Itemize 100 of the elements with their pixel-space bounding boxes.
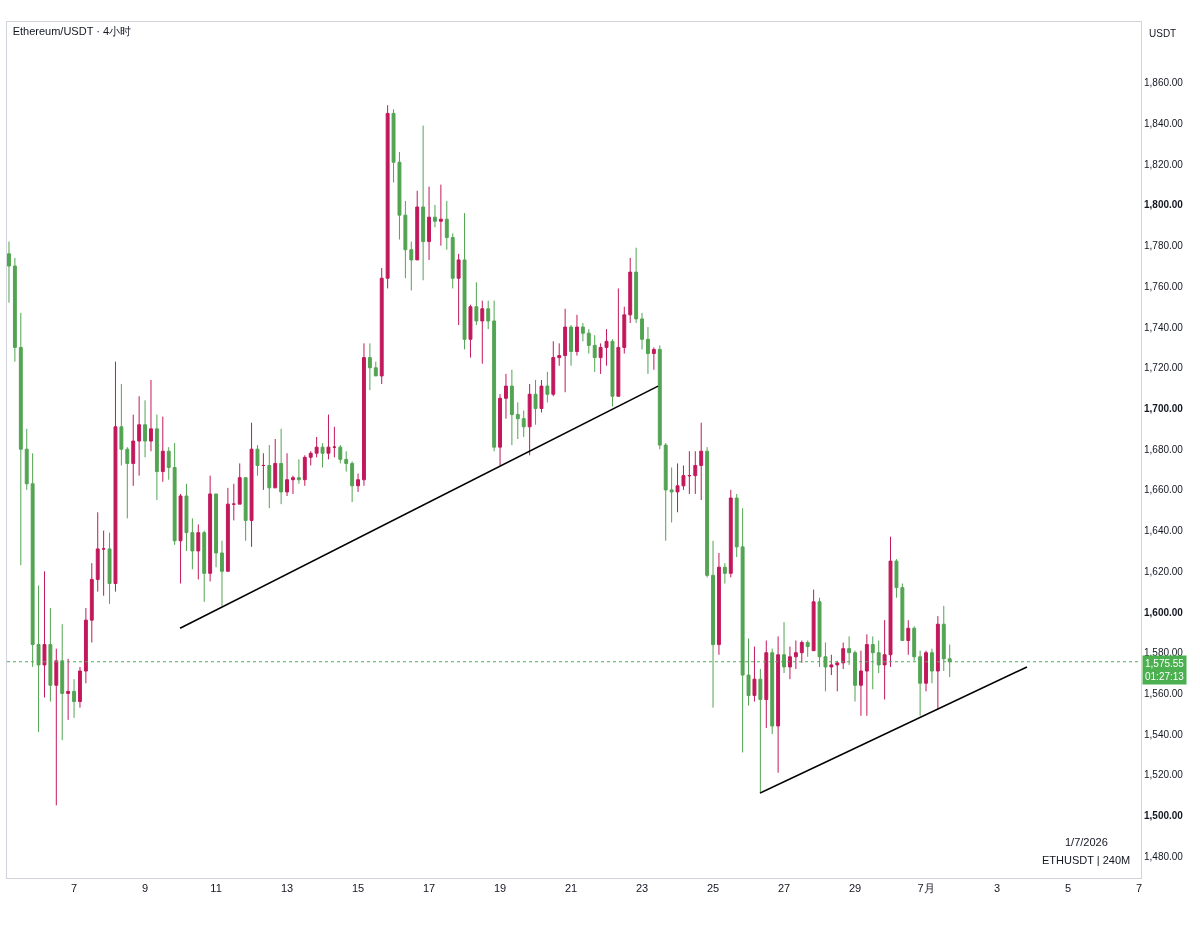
- candlestick: [776, 635, 781, 774]
- candlestick: [172, 442, 177, 546]
- chart-title: Ethereum/USDT · 4小时: [12, 24, 132, 37]
- candlestick: [515, 401, 520, 440]
- candlestick: [788, 646, 792, 680]
- candlestick: [367, 342, 372, 391]
- candlestick: [196, 523, 201, 580]
- candlestick: [492, 300, 497, 452]
- candlestick: [551, 340, 556, 397]
- y-axis-title: USDT: [1149, 28, 1177, 39]
- candlestick: [521, 410, 526, 438]
- candlestick: [841, 642, 846, 670]
- candlestick: [835, 660, 840, 692]
- y-tick-label: 1,840.00: [1144, 118, 1184, 130]
- candlestick: [208, 475, 213, 582]
- y-tick-label: 1,820.00: [1144, 158, 1184, 170]
- y-tick-label: 1,700.00: [1144, 402, 1184, 414]
- candlestick: [178, 493, 183, 585]
- candlestick: [113, 361, 118, 593]
- candlestick: [415, 190, 420, 261]
- y-tick-label: 1,720.00: [1144, 362, 1184, 374]
- y-tick-label: 1,640.00: [1144, 525, 1184, 537]
- x-tick-label: 23: [635, 882, 649, 895]
- candlestick: [18, 312, 23, 566]
- x-tick-label: 19: [493, 882, 507, 895]
- candlestick: [160, 416, 165, 483]
- x-tick-label: 15: [351, 882, 365, 895]
- candlestick: [427, 186, 431, 261]
- candlestick: [66, 658, 71, 721]
- x-tick-label: 17: [422, 882, 436, 895]
- candlestick: [202, 530, 207, 603]
- x-tick-label: 27: [777, 882, 791, 895]
- candlestick: [498, 393, 502, 466]
- candlestick: [586, 328, 591, 355]
- y-tick-label: 1,800.00: [1144, 199, 1184, 211]
- candlestick: [154, 414, 159, 501]
- candlestick: [699, 422, 704, 501]
- ref-line-label: 1,575.55 01:27:13: [1145, 658, 1185, 682]
- x-tick-label: 5: [1064, 882, 1072, 895]
- candlestick: [569, 324, 573, 367]
- candlestick: [243, 477, 248, 542]
- candlestick: [220, 540, 224, 607]
- candlestick: [237, 462, 242, 505]
- candlestick: [326, 414, 331, 460]
- candlestick: [722, 562, 727, 585]
- candlestick: [539, 379, 544, 414]
- x-tick-label: 29: [848, 882, 862, 895]
- candlestick: [291, 475, 295, 495]
- candlestick: [669, 467, 674, 523]
- candlestick: [314, 436, 319, 458]
- annotation: 1/7/2026: [1065, 836, 1108, 848]
- candlestick: [527, 383, 532, 456]
- candlestick: [95, 511, 100, 593]
- y-tick-label: 1,580.00: [1144, 647, 1184, 659]
- candlestick: [462, 212, 467, 350]
- candlestick: [166, 446, 171, 481]
- candlestick: [646, 326, 650, 375]
- candlestick: [249, 422, 254, 548]
- candlestick: [829, 654, 834, 676]
- candlestick: [734, 493, 739, 558]
- candlestick: [935, 615, 940, 711]
- candlestick: [545, 371, 550, 403]
- candlestick: [119, 383, 124, 466]
- candlestick: [302, 454, 307, 487]
- candlestick: [373, 361, 378, 377]
- x-tick-label: 11: [210, 882, 222, 895]
- candlestick: [344, 450, 349, 473]
- candlestick: [799, 639, 804, 664]
- x-tick-label: 7: [70, 882, 78, 895]
- candlestick: [634, 247, 639, 324]
- candlestick: [137, 395, 142, 477]
- candlestick: [752, 646, 757, 703]
- candlestick: [687, 450, 692, 495]
- candlestick: [225, 487, 230, 572]
- candlestick: [693, 450, 698, 495]
- y-tick-label: 1,540.00: [1144, 728, 1184, 740]
- candlestick: [924, 650, 928, 692]
- candlestick: [811, 589, 816, 652]
- candlestick: [72, 678, 76, 719]
- candlestick: [456, 253, 461, 326]
- candlestick: [474, 281, 479, 326]
- y-tick-label: 1,480.00: [1144, 850, 1184, 862]
- candlestick: [864, 633, 869, 717]
- candlestick: [622, 306, 627, 355]
- candlestick: [214, 493, 218, 568]
- y-tick-label: 1,520.00: [1144, 769, 1184, 781]
- candlestick: [255, 444, 260, 477]
- y-tick-label: 1,680.00: [1144, 443, 1184, 455]
- candlestick: [107, 532, 112, 605]
- candlestick: [89, 562, 94, 644]
- candlestick: [717, 552, 721, 656]
- candlestick: [628, 257, 633, 324]
- x-tick-label: 3: [993, 882, 1001, 895]
- y-tick-label: 1,740.00: [1144, 321, 1184, 333]
- candlestick: [793, 639, 798, 670]
- y-tick-label: 1,780.00: [1144, 240, 1184, 252]
- candlestick: [78, 666, 82, 709]
- candlestick: [54, 648, 59, 806]
- candlestick: [143, 399, 147, 458]
- candlestick: [764, 639, 769, 729]
